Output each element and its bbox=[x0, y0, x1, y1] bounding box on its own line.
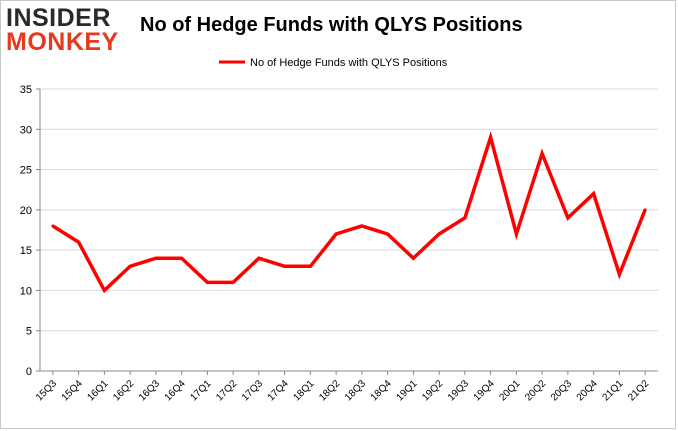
x-tick-label: 19Q3 bbox=[446, 378, 471, 403]
x-tick-label: 19Q4 bbox=[472, 378, 497, 403]
x-tick-label: 19Q1 bbox=[394, 378, 419, 403]
x-tick-label: 21Q1 bbox=[600, 378, 625, 403]
x-tick-label: 18Q1 bbox=[291, 378, 316, 403]
data-point bbox=[489, 135, 493, 139]
data-point bbox=[463, 216, 467, 220]
x-tick-label: 20Q4 bbox=[575, 378, 600, 403]
x-tick-label: 21Q2 bbox=[626, 378, 651, 403]
y-axis: 0 5 10 15 20 25 30 35 bbox=[20, 84, 41, 378]
y-tick-label: 15 bbox=[20, 245, 32, 257]
x-tick-label: 16Q1 bbox=[85, 378, 110, 403]
data-point bbox=[308, 264, 312, 268]
y-tick-label: 0 bbox=[26, 366, 32, 378]
data-point bbox=[411, 256, 415, 260]
y-tick-label: 20 bbox=[20, 205, 32, 217]
data-point bbox=[231, 280, 235, 284]
x-tick-label: 18Q4 bbox=[369, 378, 394, 403]
x-tick-label: 15Q4 bbox=[60, 378, 85, 403]
data-point bbox=[566, 216, 570, 220]
chart-title: No of Hedge Funds with QLYS Positions bbox=[140, 14, 523, 36]
legend: No of Hedge Funds with QLYS Positions bbox=[219, 57, 448, 69]
data-point bbox=[514, 232, 518, 236]
x-tick-label: 17Q4 bbox=[266, 378, 291, 403]
x-tick-label: 18Q2 bbox=[317, 378, 342, 403]
data-point bbox=[205, 280, 209, 284]
y-tick-label: 10 bbox=[20, 285, 32, 297]
y-tick-label: 5 bbox=[26, 326, 32, 338]
insider-monkey-logo: INSIDER MONKEY bbox=[6, 6, 128, 58]
data-point bbox=[592, 192, 596, 196]
x-tick-label: 16Q3 bbox=[137, 378, 162, 403]
data-point bbox=[102, 288, 106, 292]
x-tick-label: 17Q1 bbox=[188, 378, 213, 403]
y-tick-label: 35 bbox=[20, 84, 32, 96]
data-point bbox=[180, 256, 184, 260]
logo-line-2: MONKEY bbox=[6, 28, 119, 56]
x-tick-label: 17Q3 bbox=[240, 378, 265, 403]
data-point bbox=[540, 151, 544, 155]
data-point bbox=[283, 264, 287, 268]
x-tick-label: 16Q2 bbox=[111, 378, 136, 403]
data-point bbox=[643, 208, 647, 212]
data-point bbox=[617, 272, 621, 276]
y-tick-label: 25 bbox=[20, 165, 32, 177]
x-tick-label: 20Q2 bbox=[523, 378, 548, 403]
data-point bbox=[386, 232, 390, 236]
x-axis: 15Q3 15Q4 16Q1 16Q2 16Q3 16Q4 17Q1 17Q2 17Q3 17Q4… bbox=[34, 370, 658, 403]
series-line bbox=[51, 131, 647, 294]
x-tick-label: 15Q3 bbox=[34, 378, 59, 403]
x-tick-label: 20Q1 bbox=[497, 378, 522, 403]
data-point bbox=[437, 232, 441, 236]
series-layer bbox=[51, 131, 647, 294]
x-tick-label: 18Q3 bbox=[343, 378, 368, 403]
data-point bbox=[257, 256, 261, 260]
data-point bbox=[334, 232, 338, 236]
x-tick-label: 17Q2 bbox=[214, 378, 239, 403]
logo-line-1: INSIDER bbox=[6, 4, 111, 32]
data-point bbox=[360, 224, 364, 228]
data-point bbox=[128, 264, 132, 268]
data-point bbox=[51, 224, 55, 228]
legend-label: No of Hedge Funds with QLYS Positions bbox=[250, 57, 448, 69]
data-point bbox=[154, 256, 158, 260]
x-tick-label: 20Q3 bbox=[549, 378, 574, 403]
y-tick-label: 30 bbox=[20, 124, 32, 136]
x-tick-label: 16Q4 bbox=[163, 378, 188, 403]
x-tick-label: 19Q2 bbox=[420, 378, 445, 403]
data-point bbox=[77, 240, 81, 244]
